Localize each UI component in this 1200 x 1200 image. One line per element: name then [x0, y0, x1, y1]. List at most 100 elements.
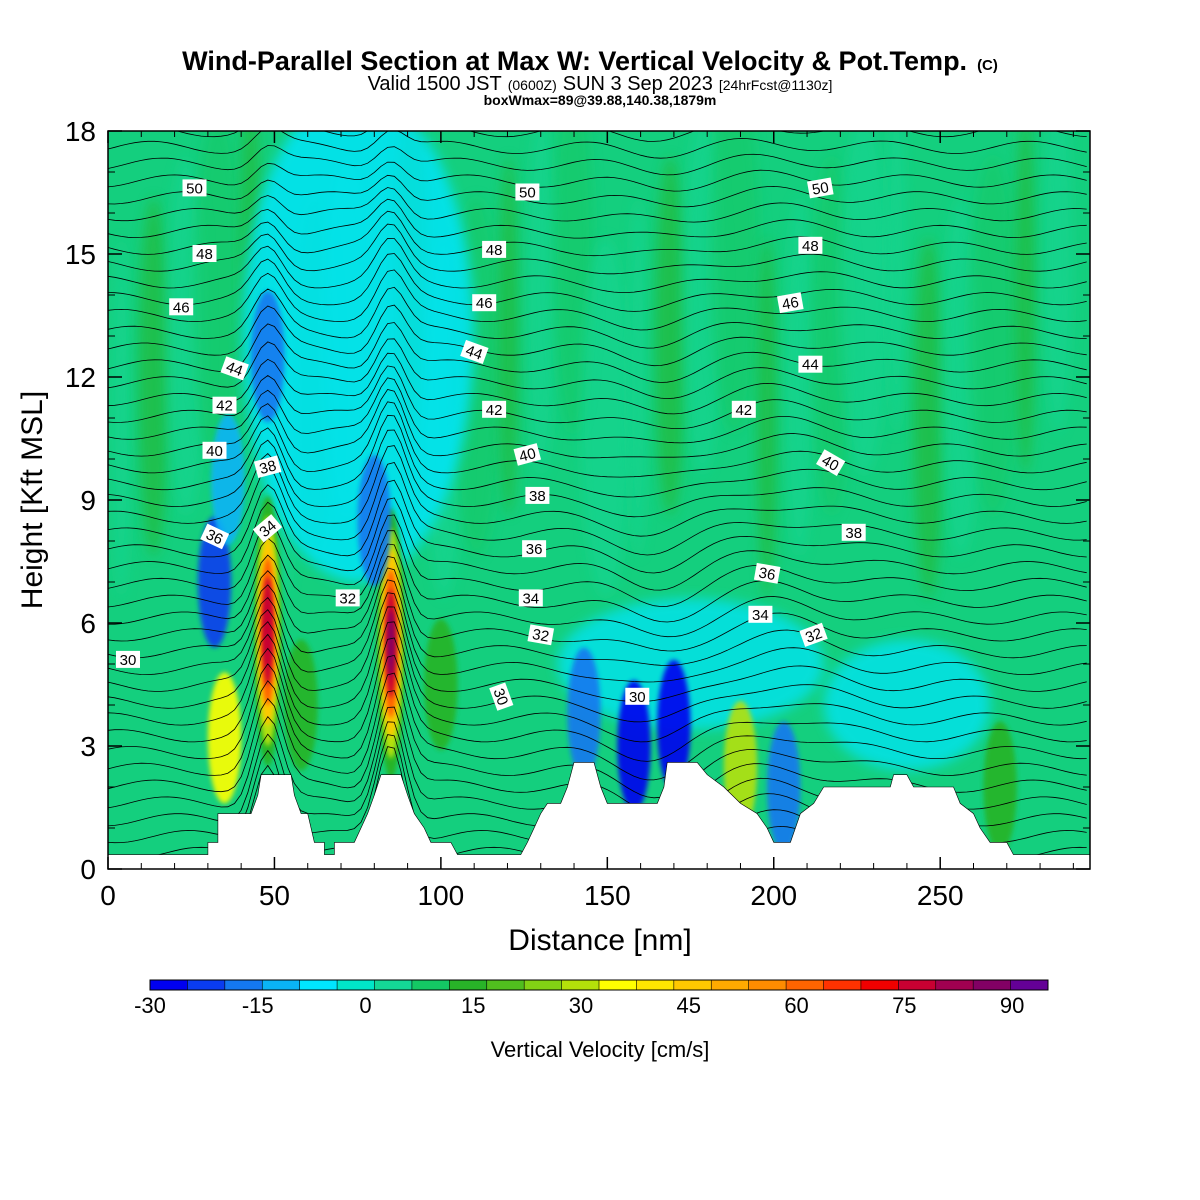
colorbar-swatch [299, 980, 338, 990]
isentrope-line [108, 429, 1087, 518]
colorbar-swatch [150, 980, 188, 990]
contour-label-text: 44 [463, 342, 484, 364]
colorbar-tick-label: 90 [1000, 993, 1024, 1018]
velocity-cell [767, 721, 801, 853]
contour-label-text: 48 [802, 238, 819, 255]
contour-label-text: 34 [752, 607, 769, 624]
field-streak [1015, 131, 1036, 475]
isentrope-line [108, 637, 1087, 762]
contour-label: 48 [798, 236, 823, 255]
chart-subtitle: Valid 1500 JST (0600Z) SUN 3 Sep 2023 [24hr… [368, 73, 833, 95]
isentrope-line [108, 555, 1087, 652]
contour-label-text: 36 [757, 564, 776, 584]
boxwmax-text: boxWmax=89@39.88,140.38,1879m [484, 92, 717, 108]
isentrope-line [108, 401, 1087, 478]
velocity-core [387, 609, 395, 678]
velocity-core [264, 597, 272, 666]
y-tick-label: 15 [65, 239, 96, 270]
terrain-profile [108, 762, 1090, 869]
contour-label-text: 30 [489, 686, 511, 707]
contour-label: 46 [777, 292, 804, 314]
field-streak [193, 131, 244, 475]
contour-labels: 50 48 46 44 42 40 38 36 34 32 30 50 48 46 44 42 40 38 36 34… [116, 177, 866, 711]
x-tick-label: 150 [584, 880, 631, 911]
contour-label-text: 50 [186, 180, 203, 197]
contour-label: 40 [816, 449, 846, 477]
field-streak [757, 238, 778, 598]
isentrope-line [108, 672, 1087, 799]
contour-label: 44 [460, 339, 489, 365]
colorbar-tick-label: 75 [892, 993, 916, 1018]
contour-label-text: 40 [819, 452, 842, 475]
contour-label: 34 [252, 514, 283, 543]
contour-label: 36 [200, 523, 230, 550]
field-cyan-region [823, 639, 991, 771]
isentrope-line [108, 365, 1087, 429]
contour-label-text: 44 [224, 358, 245, 380]
contour-label: 46 [169, 298, 194, 316]
y-tick-label: 12 [65, 362, 96, 393]
contour-label: 50 [807, 177, 834, 199]
isentrope-line [108, 592, 1087, 702]
isentrope-line [108, 187, 1087, 223]
contour-label-text: 42 [216, 398, 233, 415]
colorbar-swatch [973, 980, 1012, 990]
chart-title: Wind-Parallel Section at Max W: Vertical… [182, 46, 998, 76]
velocity-cell [251, 290, 285, 423]
field-streak [138, 197, 169, 557]
contour-label-text: 46 [173, 299, 190, 316]
y-tick-label: 0 [80, 854, 96, 885]
y-tick-label: 3 [80, 731, 96, 762]
colorbar-swatch [748, 980, 787, 990]
colorbar-swatch [449, 980, 488, 990]
isentrope-line [108, 174, 1087, 208]
contour-label-text: 32 [339, 590, 356, 607]
contour-label: 50 [515, 183, 540, 202]
colorbar-tick-label: 45 [677, 993, 701, 1018]
velocity-cell [657, 659, 691, 792]
colorbar-swatch [898, 980, 937, 990]
field-streak [709, 131, 760, 434]
colorbar-swatch [935, 980, 974, 990]
terrain-mask [108, 762, 1090, 869]
colorbar-swatch [224, 980, 263, 990]
isentrope-line [108, 543, 1087, 638]
colorbar-swatch [860, 980, 899, 990]
field-streak [968, 156, 1019, 516]
isentrope-line [108, 338, 1087, 400]
contour-label-text: 34 [522, 590, 539, 607]
isentrope-line [108, 579, 1087, 683]
isentrope-line [108, 286, 1087, 349]
isentrope-line [108, 322, 1087, 383]
contour-label: 44 [220, 356, 249, 381]
contour-label: 38 [841, 523, 866, 542]
colorbar-swatch [374, 980, 413, 990]
x-tick-label: 100 [418, 880, 465, 911]
field-streak [839, 131, 889, 475]
isentrope-line [108, 253, 1087, 312]
contour-label-text: 38 [845, 525, 862, 542]
isentrope-line [108, 389, 1087, 459]
contour-label: 34 [518, 589, 543, 607]
y-axis-label: Height [Kft MSL] [16, 391, 49, 609]
isentrope-line [108, 352, 1087, 415]
isentrope-line [108, 567, 1087, 666]
contour-label: 50 [182, 179, 207, 197]
contour-label: 42 [482, 400, 507, 419]
field-streak [1042, 131, 1073, 434]
isentrope-line [108, 210, 1087, 257]
contour-label: 38 [525, 486, 550, 505]
colorbar-swatch [673, 980, 712, 990]
contour-label-text: 32 [803, 625, 824, 647]
colorbar-swatch [711, 980, 750, 990]
contour-label: 40 [513, 443, 542, 466]
contour-label: 32 [335, 589, 360, 607]
contour-label-text: 50 [519, 185, 536, 202]
colorbar-swatch [561, 980, 600, 990]
contour-label: 36 [753, 562, 781, 584]
colorbar-swatch [411, 980, 450, 990]
x-tick-label: 200 [750, 880, 797, 911]
y-tick-label: 18 [65, 116, 96, 147]
